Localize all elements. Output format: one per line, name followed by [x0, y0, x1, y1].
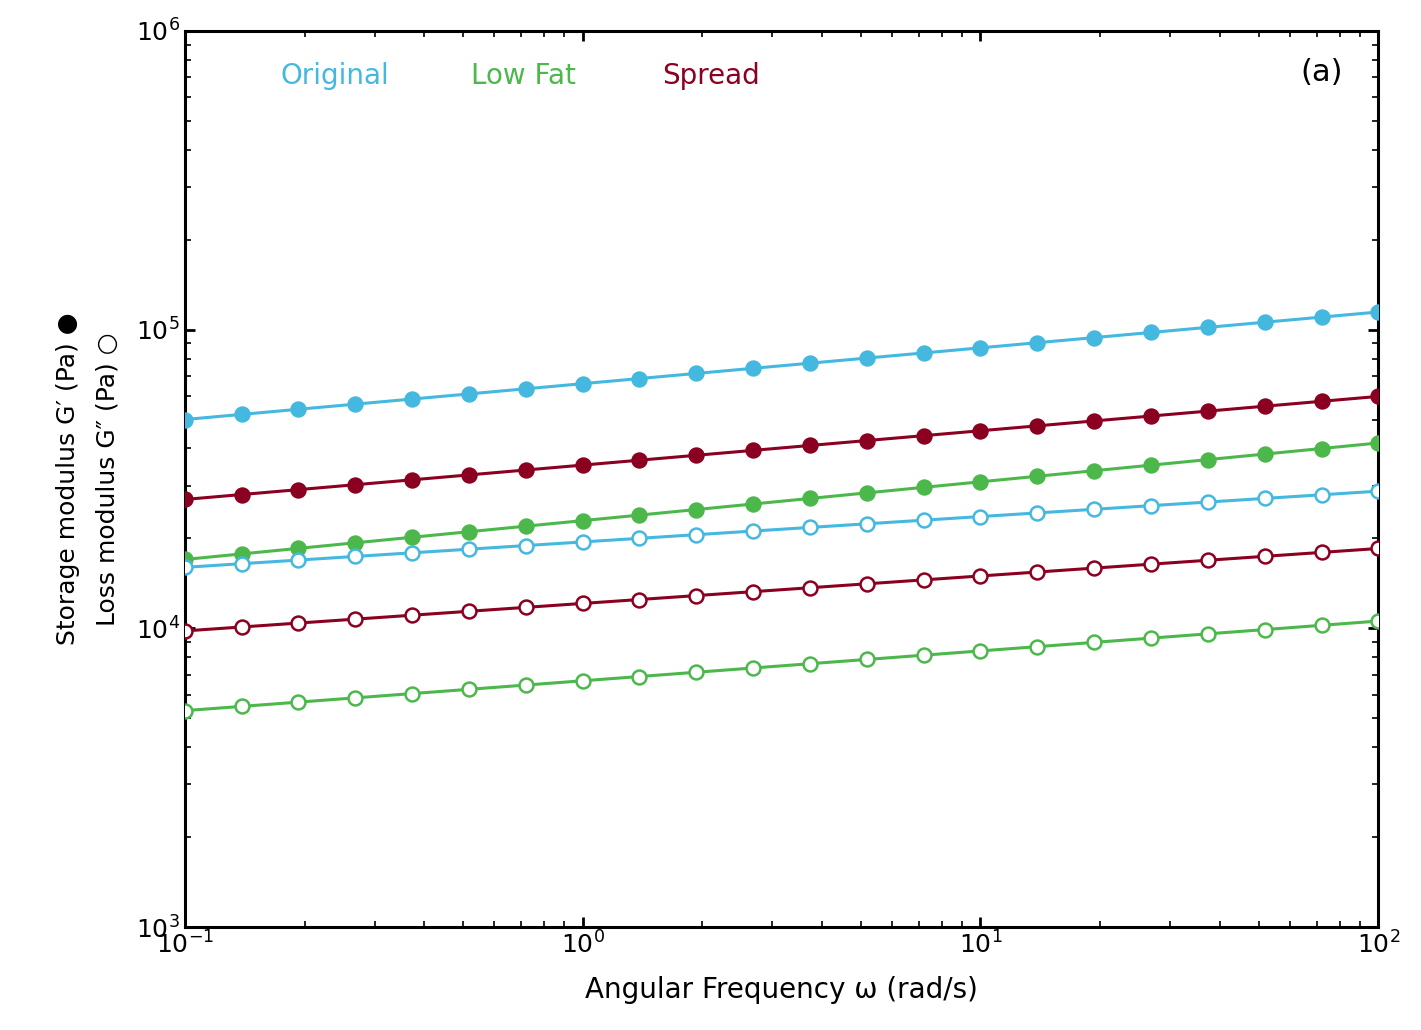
- Text: (a): (a): [1300, 58, 1343, 87]
- X-axis label: Angular Frequency ω (rad/s): Angular Frequency ω (rad/s): [585, 975, 978, 1003]
- Y-axis label: Storage modulus G′ (Pa) ●
Loss modulus G″ (Pa) ○: Storage modulus G′ (Pa) ● Loss modulus G…: [55, 313, 119, 645]
- Text: Original: Original: [280, 62, 389, 91]
- Text: Spread: Spread: [662, 62, 760, 91]
- Text: Low Fat: Low Fat: [472, 62, 576, 91]
